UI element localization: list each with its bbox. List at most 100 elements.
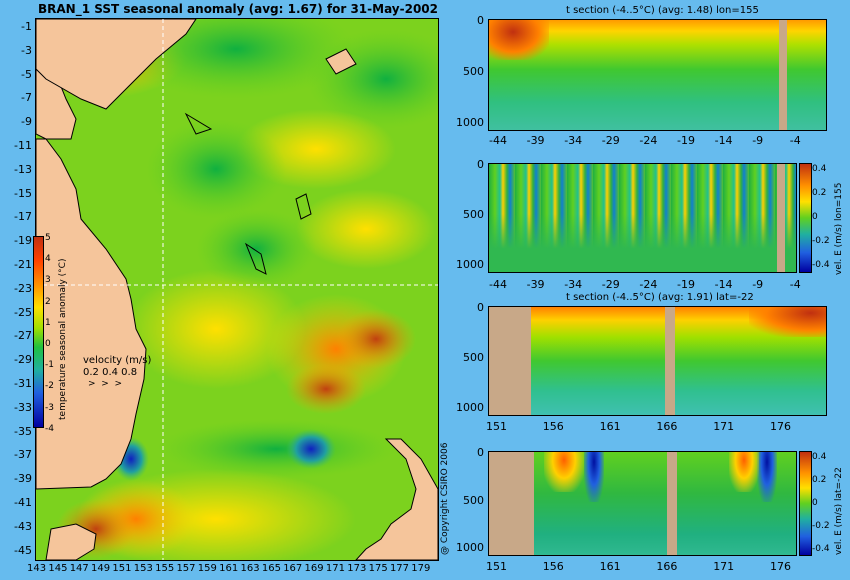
sst-map-svg — [36, 19, 438, 560]
panel4-colorbar-tick: 0 — [812, 498, 818, 508]
lat-tick-label: -24 — [639, 134, 658, 147]
lat-tick-label: -21 — [14, 258, 32, 271]
depth-tick-label: 0 — [477, 301, 484, 314]
depth-tick-label: 500 — [463, 351, 484, 364]
lon-tick-label: 149 — [91, 563, 111, 574]
lat-tick-label: -37 — [14, 448, 32, 462]
depth-tick-label: 500 — [463, 493, 484, 507]
lon-tick-label: 179 — [411, 563, 431, 574]
map-colorbar-tick: -4 — [45, 423, 54, 434]
lon-tick-label: 151 — [486, 560, 507, 573]
sst-map[interactable] — [35, 18, 439, 561]
map-colorbar-tick: -3 — [45, 402, 54, 413]
lat-tick-label: -29 — [601, 134, 620, 147]
lat-tick-label: -9 — [21, 115, 32, 129]
depth-tick-label: 1000 — [456, 401, 484, 414]
panel4-colorbar-tick: 0.2 — [812, 475, 827, 485]
lat-tick-label: -13 — [14, 162, 32, 176]
lat-tick-label: -44 — [489, 134, 507, 147]
lon-tick-label: 161 — [599, 560, 621, 573]
velocity-legend-values: 0.2 0.4 0.8 — [83, 367, 138, 378]
lat-tick-label: -31 — [14, 377, 32, 390]
lon-tick-label: 155 — [155, 563, 175, 574]
lat-tick-label: -25 — [14, 305, 32, 319]
lon-tick-label: 161 — [219, 563, 239, 574]
lat-tick-label: -39 — [526, 278, 545, 291]
panel2-colorbar-tick: -0.2 — [812, 236, 830, 246]
panel2-colorbar-tick: -0.4 — [812, 260, 830, 270]
map-colorbar-tick: -2 — [45, 381, 54, 392]
panel1-section[interactable] — [488, 19, 827, 131]
lon-tick-label: 165 — [261, 563, 281, 574]
lat-tick-label: -11 — [14, 139, 32, 152]
depth-tick-label: 500 — [463, 65, 484, 78]
lon-tick-label: 166 — [656, 560, 678, 573]
lat-tick-label: -33 — [14, 400, 32, 414]
panel3-section[interactable] — [488, 306, 827, 416]
lat-tick-label: -34 — [564, 134, 583, 147]
panel4-colorbar-tick: -0.4 — [812, 544, 830, 554]
lon-tick-label: 147 — [69, 563, 89, 574]
depth-tick-label: 1000 — [456, 116, 484, 129]
lat-tick-label: -19 — [14, 234, 32, 248]
panel2-colorbar-tick: 0 — [812, 212, 818, 222]
lon-tick-label: 156 — [542, 420, 564, 433]
lat-tick-label: -4 — [789, 134, 801, 147]
depth-tick-label: 1000 — [456, 258, 484, 271]
lon-tick-label: 177 — [389, 563, 410, 574]
lat-tick-label: -41 — [14, 496, 32, 509]
panel2-section[interactable] — [488, 163, 797, 273]
panel4-colorbar-tick: 0.4 — [812, 452, 827, 462]
velocity-legend-arrows: > > > — [88, 379, 123, 389]
lon-tick-label: 167 — [283, 563, 303, 574]
lat-tick-label: -39 — [526, 134, 545, 147]
map-colorbar-label: temperature seasonal anomaly (°C) — [58, 258, 68, 420]
panel4-colorbar-label: vel. E (m/s) lat=-22 — [834, 467, 844, 555]
lon-tick-label: 173 — [347, 563, 367, 574]
lat-tick-label: -23 — [14, 281, 32, 295]
panel2-colorbar-tick: 0.4 — [812, 164, 827, 174]
lat-tick-label: -34 — [564, 278, 583, 291]
depth-tick-label: 500 — [463, 208, 484, 221]
lat-tick-label: -3 — [21, 43, 32, 57]
panel4-section[interactable] — [488, 451, 797, 556]
lat-tick-label: -7 — [21, 91, 32, 105]
lon-tick-label: 161 — [599, 420, 621, 433]
lat-tick-label: -19 — [677, 278, 695, 291]
lon-tick-label: 157 — [176, 563, 196, 574]
map-colorbar-tick: -1 — [45, 360, 54, 371]
map-colorbar-tick: 2 — [45, 296, 51, 307]
lat-tick-label: -24 — [639, 278, 658, 291]
panel1-title: t section (-4..5°C) (avg: 1.48) lon=155 — [566, 5, 759, 16]
lon-tick-label: 143 — [27, 563, 47, 574]
map-colorbar-tick: 0 — [45, 339, 51, 349]
map-colorbar — [33, 236, 44, 428]
lon-tick-label: 176 — [770, 420, 791, 433]
lat-tick-label: -4 — [789, 278, 801, 291]
lon-tick-label: 153 — [133, 563, 153, 574]
map-colorbar-tick: 5 — [45, 233, 51, 243]
lon-tick-label: 156 — [542, 560, 564, 573]
panel4-colorbar — [799, 451, 812, 556]
panel4-colorbar-tick: -0.2 — [812, 521, 830, 531]
lat-tick-label: -5 — [21, 67, 32, 81]
lat-tick-label: -9 — [752, 278, 764, 291]
lat-tick-label: -14 — [714, 134, 733, 147]
lat-tick-label: -29 — [601, 278, 620, 291]
lon-tick-label: 151 — [112, 563, 132, 574]
lat-tick-label: -35 — [14, 424, 32, 438]
lat-tick-label: -45 — [14, 543, 32, 557]
lon-tick-label: 175 — [368, 563, 388, 574]
lat-tick-label: -27 — [14, 329, 32, 343]
lat-tick-label: -15 — [14, 186, 32, 200]
depth-tick-label: 0 — [477, 158, 484, 171]
lat-tick-label: -29 — [14, 353, 32, 367]
map-colorbar-tick: 4 — [45, 254, 51, 265]
panel2-colorbar-tick: 0.2 — [812, 188, 827, 198]
lon-tick-label: 145 — [48, 563, 68, 574]
lon-tick-label: 166 — [656, 420, 678, 433]
lon-tick-label: 159 — [197, 563, 217, 574]
lon-tick-label: 176 — [770, 560, 791, 573]
lat-tick-label: -19 — [677, 134, 695, 147]
lon-tick-label: 163 — [240, 563, 260, 574]
